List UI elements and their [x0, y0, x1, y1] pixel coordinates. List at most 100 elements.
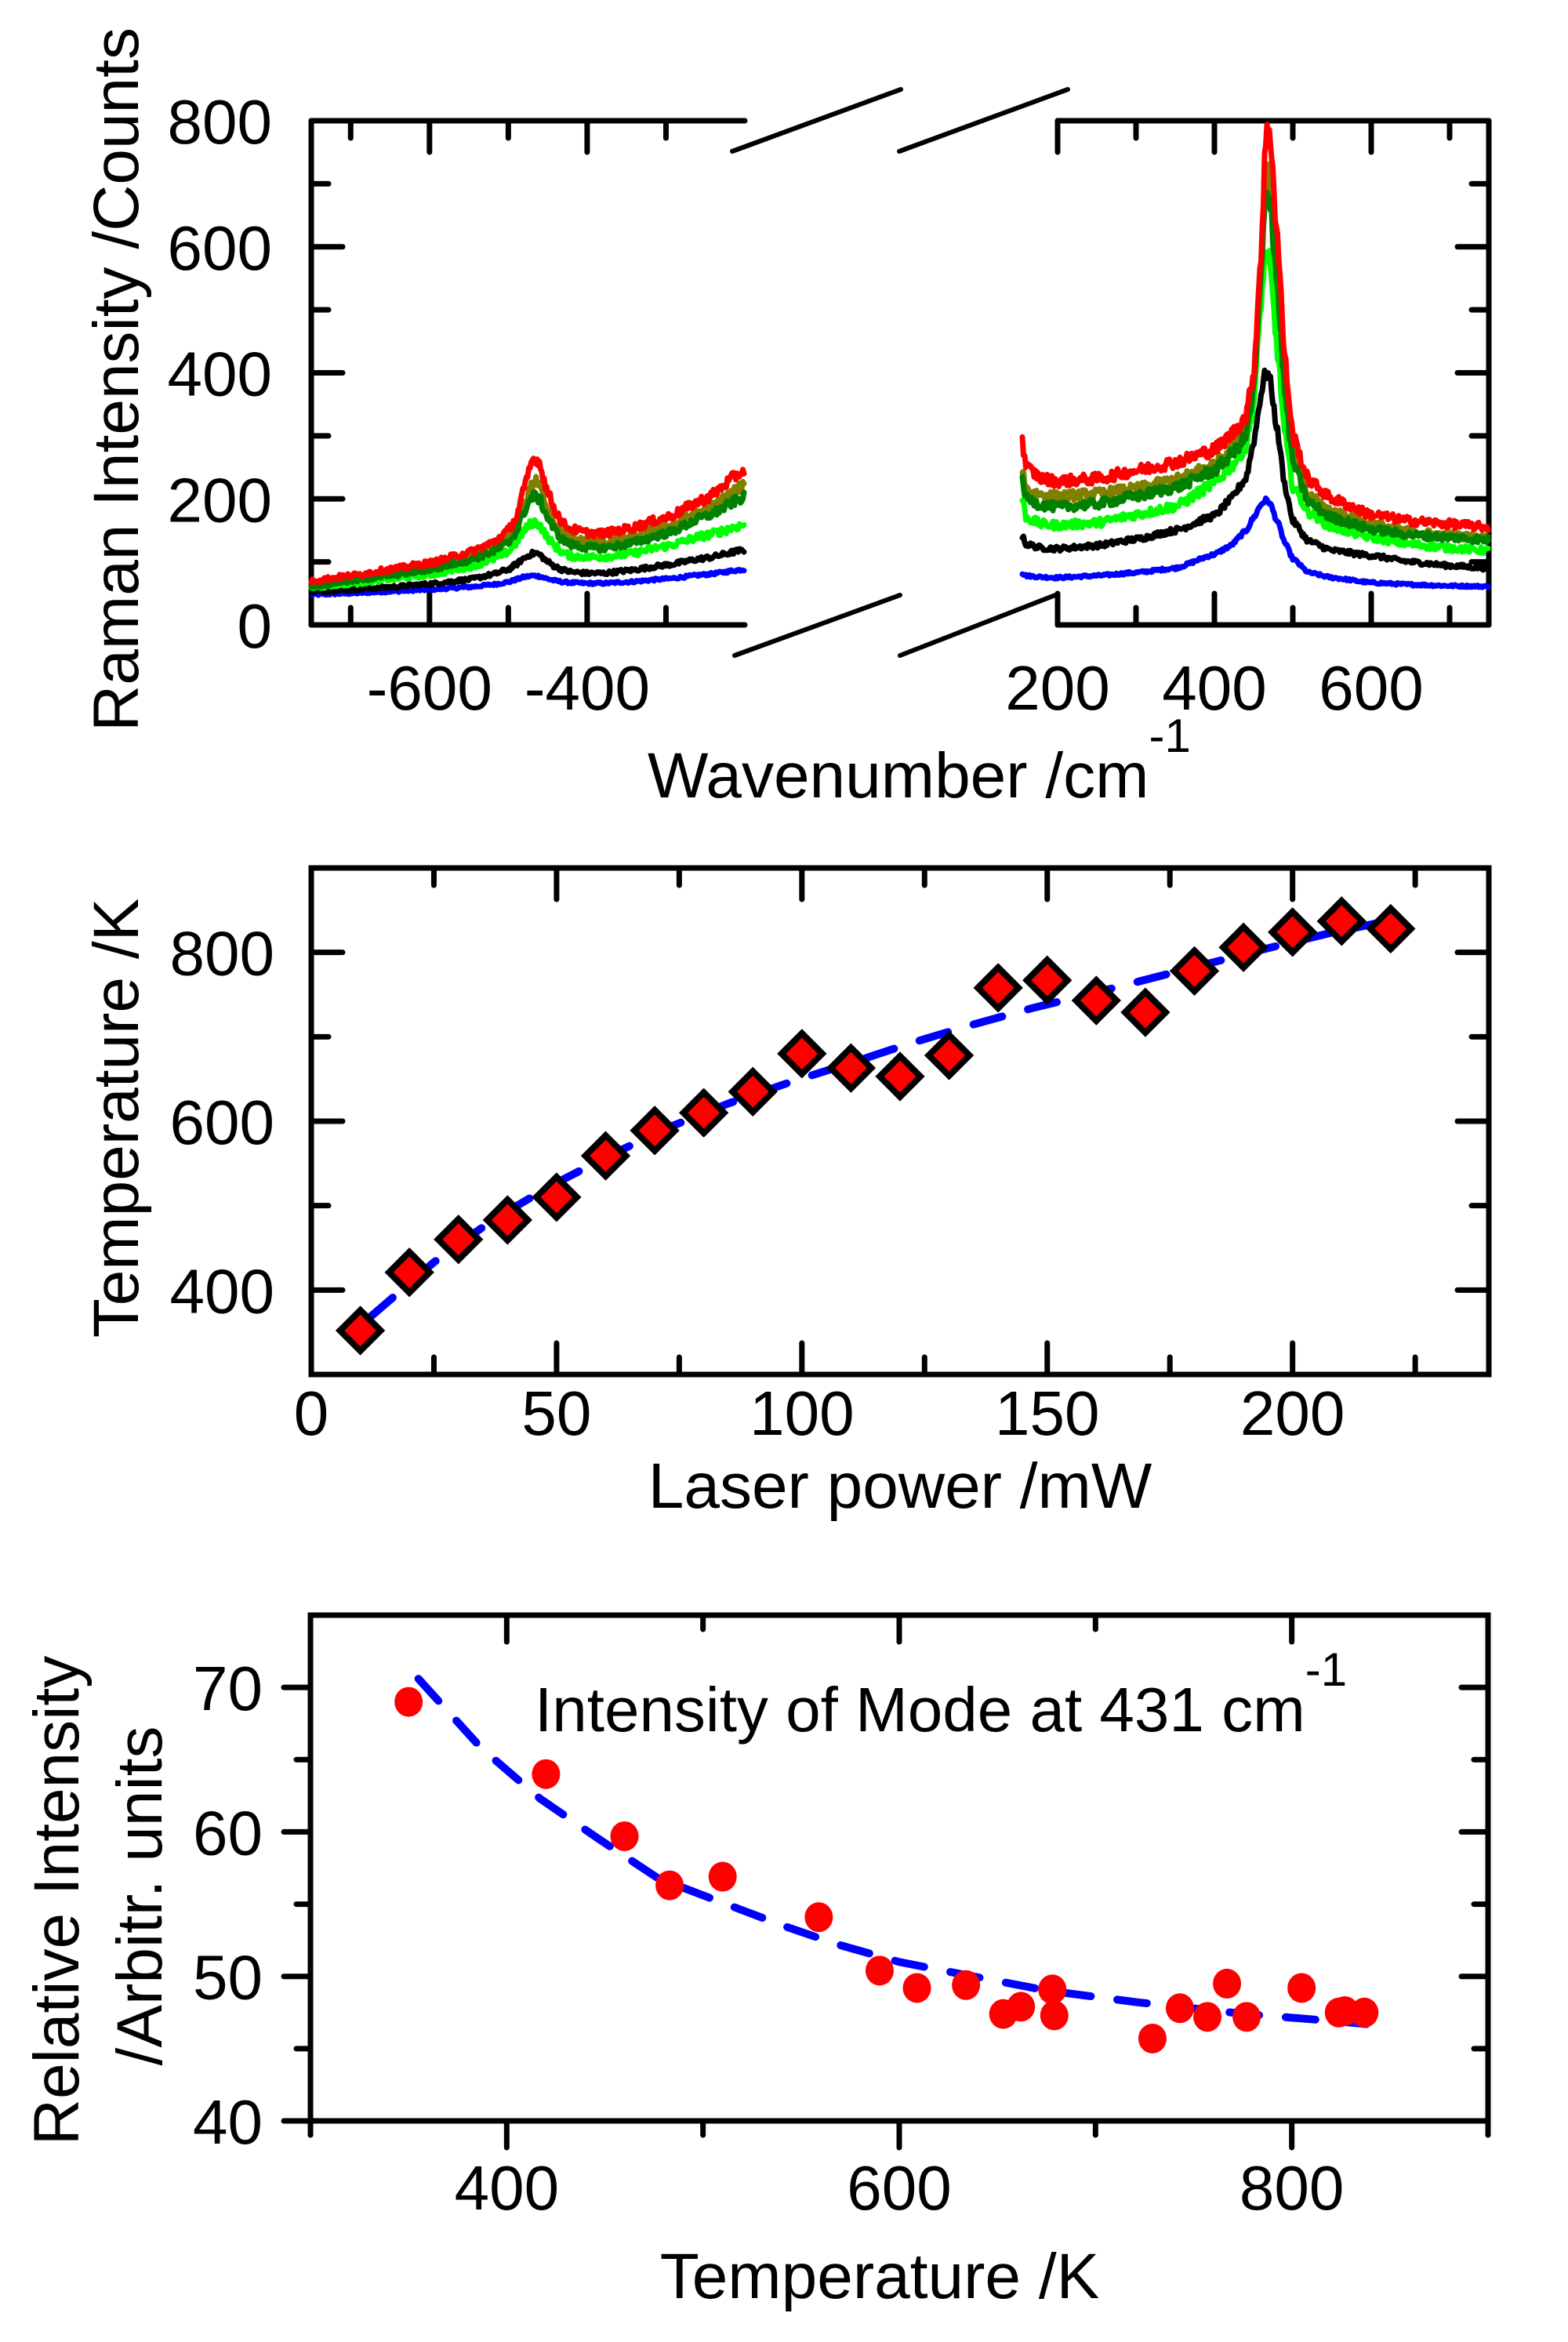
data-point-diamond	[728, 1066, 778, 1117]
spectrum-black-stokes	[1019, 367, 1491, 573]
data-point-diamond	[1120, 987, 1171, 1037]
spectra-x-axis-title: Wavenumber /cm-1	[648, 710, 1191, 812]
data-point-diamond	[335, 1305, 386, 1356]
data-point-diamond	[1366, 903, 1416, 954]
y-tick-label: 200	[168, 465, 272, 535]
axis-break-mark	[732, 593, 902, 658]
data-point-circle	[1213, 1968, 1242, 1999]
data-point-circle	[394, 1687, 423, 1717]
x-tick-label: 400	[1162, 653, 1266, 723]
raman-spectra-panel: 0 200 400 600 800 -600 -400 200 400 600 Raman Int…	[81, 27, 1492, 812]
data-point-circle	[1287, 1973, 1316, 2003]
y-tick-label: 40	[193, 2087, 263, 2157]
spectrum-light-green-stokes	[1019, 248, 1491, 556]
axis-break-mark	[730, 87, 903, 154]
data-point-diamond	[1071, 975, 1121, 1026]
x-tick-label: 50	[521, 1378, 591, 1448]
y-tick-label: 800	[168, 87, 272, 157]
data-point-circle	[1138, 2023, 1167, 2053]
data-point-circle	[902, 1973, 931, 2003]
x-tick-label: 400	[455, 2153, 559, 2223]
y-tick-label: 60	[193, 1798, 263, 1868]
plot-frame	[308, 865, 1492, 1378]
y-tick-label: 0	[238, 591, 273, 661]
data-point-diamond	[580, 1131, 631, 1181]
intensity-vs-temperature-panel: 40 50 60 70 400 600 800 Intensity of Mode at 4…	[21, 1612, 1491, 2312]
data-point-diamond	[630, 1106, 680, 1156]
y-tick-label: 70	[193, 1654, 263, 1723]
data-point-circle	[804, 1902, 833, 1933]
data-point-diamond	[1268, 907, 1318, 957]
intensity-points	[394, 1687, 1379, 2053]
data-point-circle	[865, 1955, 894, 1986]
x-tick-label: -600	[367, 653, 492, 723]
data-point-circle	[532, 1759, 561, 1789]
temperature-x-axis-title: Laser power /mW	[648, 1451, 1152, 1522]
intensity-y-axis-title-line2: /Arbitr. units	[104, 1727, 176, 2066]
x-tick-label: 600	[847, 2153, 951, 2223]
data-point-diamond	[826, 1043, 877, 1093]
x-tick-label: 0	[294, 1378, 329, 1448]
x-tick-label: 200	[1005, 653, 1109, 723]
data-point-circle	[1040, 2000, 1069, 2031]
data-point-circle	[1193, 2002, 1222, 2032]
data-point-diamond	[1218, 922, 1269, 972]
data-point-circle	[952, 1970, 981, 2000]
data-point-circle	[655, 1870, 684, 1901]
spectra-tick-labels: 0 200 400 600 800 -600 -400 200 400 600	[168, 87, 1424, 723]
spectra-ticks	[308, 118, 1492, 628]
y-tick-label: 600	[168, 213, 272, 283]
data-point-diamond	[434, 1215, 484, 1265]
spectra-x-axis-title-superscript: -1	[1149, 710, 1190, 762]
data-point-diamond	[679, 1087, 729, 1138]
intensity-fit-line	[414, 1675, 1370, 2028]
axis-break-mark	[897, 87, 1070, 154]
data-point-circle	[1165, 1993, 1194, 2024]
data-point-circle	[1038, 1974, 1067, 2005]
data-point-circle	[610, 1821, 639, 1851]
spectrum-black-anti-stokes	[308, 546, 747, 596]
x-tick-label: 200	[1240, 1378, 1345, 1448]
mode-annotation-superscript: -1	[1305, 1643, 1347, 1696]
intensity-tick-labels: 40 50 60 70 400 600 800	[193, 1654, 1344, 2223]
temperature-fit-line	[366, 916, 1395, 1321]
data-point-diamond	[777, 1029, 827, 1079]
y-tick-label: 50	[193, 1943, 263, 2013]
temperature-y-axis-title: Temperature /K	[81, 899, 152, 1338]
mode-annotation: Intensity of Mode at 431 cm-1	[535, 1643, 1347, 1745]
data-point-diamond	[1022, 955, 1073, 1005]
fit-curve	[366, 916, 1395, 1321]
data-point-diamond	[482, 1195, 532, 1245]
data-point-circle	[1350, 1997, 1379, 2028]
data-point-diamond	[384, 1247, 434, 1298]
spectra-series	[308, 122, 1491, 598]
temperature-points	[335, 896, 1416, 1356]
temperature-vs-power-panel: 400 600 800 0 50 100 150 200 Temperature /K Las…	[81, 865, 1492, 1522]
x-tick-label: 600	[1319, 653, 1423, 723]
data-point-diamond	[1169, 946, 1220, 997]
intensity-ticks	[281, 1612, 1491, 2151]
spectra-x-axis-title-main: Wavenumber /cm	[648, 740, 1149, 812]
data-point-diamond	[532, 1172, 582, 1222]
temperature-ticks	[308, 865, 1492, 1378]
y-tick-label: 400	[170, 1256, 274, 1326]
spectrum-red-anti-stokes	[308, 456, 747, 586]
intensity-x-axis-title: Temperature /K	[660, 2241, 1100, 2312]
data-point-diamond	[924, 1030, 975, 1080]
data-point-circle	[708, 1861, 737, 1892]
data-point-diamond	[875, 1051, 925, 1102]
axis-break-mark	[898, 593, 1058, 658]
spectrum-blue-stokes	[1019, 495, 1491, 590]
y-tick-label: 600	[170, 1087, 274, 1157]
fit-curve	[414, 1675, 1370, 2028]
data-point-diamond	[1316, 896, 1367, 946]
data-point-diamond	[973, 963, 1023, 1013]
intensity-y-axis-title-line1: Relative Intensity	[21, 1656, 93, 2145]
mode-annotation-main: Intensity of Mode at 431 cm	[535, 1675, 1305, 1745]
x-tick-label: 100	[750, 1378, 854, 1448]
y-tick-label: 400	[168, 339, 272, 409]
x-tick-label: -400	[524, 653, 650, 723]
temperature-tick-labels: 400 600 800 0 50 100 150 200	[170, 919, 1345, 1448]
data-point-circle	[1007, 1992, 1036, 2022]
